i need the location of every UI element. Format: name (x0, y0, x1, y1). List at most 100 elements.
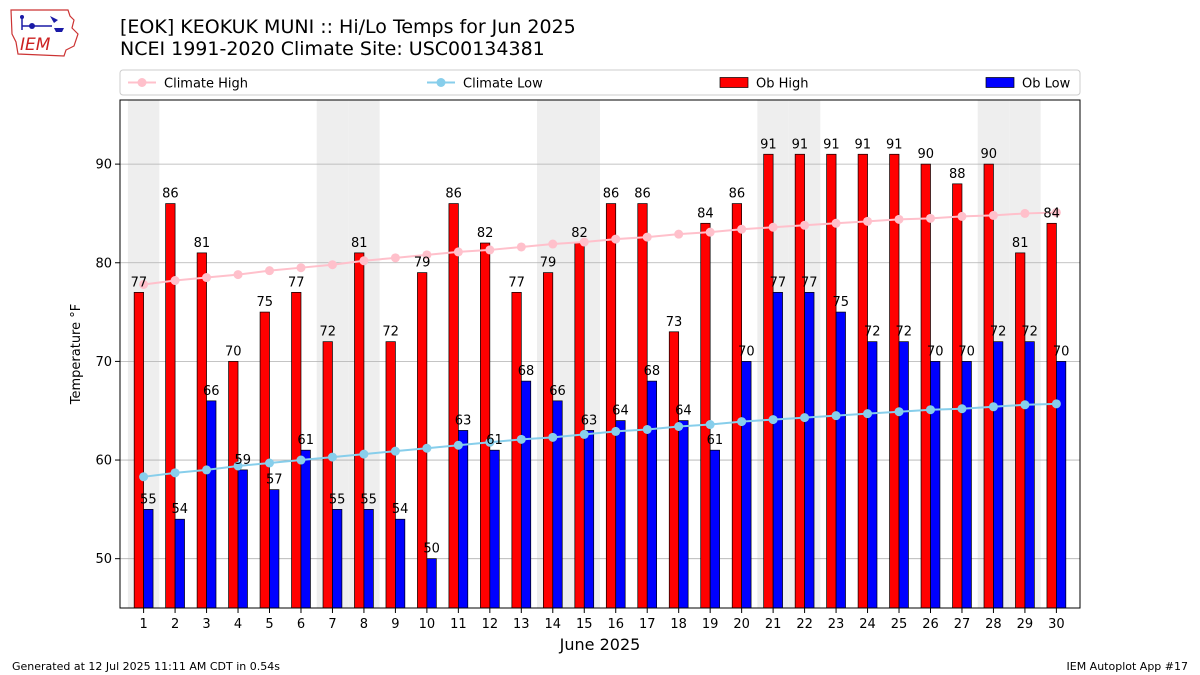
climate-low-point-16 (611, 426, 621, 436)
ob-low-label-20: 70 (738, 344, 755, 359)
climate-high-point-22 (800, 220, 810, 230)
x-tick-label-24: 24 (859, 617, 876, 632)
climate-low-point-4 (233, 461, 243, 471)
climate-high-point-25 (894, 214, 904, 224)
climate-low-point-27 (957, 404, 967, 414)
climate-high-point-29 (1020, 208, 1030, 218)
ob-low-bar-17 (646, 380, 658, 609)
x-tick-label-27: 27 (954, 617, 971, 632)
ob-high-label-15: 82 (571, 226, 588, 241)
data-labels: 77 86 81 70 75 77 72 81 72 79 86 82 77 79 82 86 86 73 84 86… (131, 137, 1070, 556)
climate-high-point-11 (453, 247, 463, 257)
ob-high-bar-4 (228, 361, 239, 609)
climate-high-point-5 (265, 266, 275, 276)
ob-low-bar-18 (678, 420, 689, 609)
x-tick-label-30: 30 (1048, 617, 1065, 632)
x-tick-label-21: 21 (765, 617, 782, 632)
ob-high-bar-3 (196, 252, 207, 609)
y-tick-label-90: 90 (95, 158, 112, 173)
ob-high-bar-29 (1015, 252, 1026, 609)
ob-low-bar-25 (898, 341, 909, 609)
climate-high-point-26 (925, 213, 935, 223)
x-tick-label-23: 23 (828, 617, 845, 632)
ob-high-label-5: 75 (257, 295, 274, 310)
legend-label-ob-low: Ob Low (1022, 77, 1071, 92)
climate-high-point-3 (202, 273, 212, 283)
climate-low-point-11 (453, 440, 463, 450)
ob-high-label-25: 91 (886, 137, 903, 152)
climate-high-point-1 (139, 279, 149, 289)
climate-low-point-29 (1020, 400, 1030, 410)
ob-low-label-7: 55 (329, 492, 346, 507)
x-axis-label: June 2025 (559, 635, 641, 654)
x-tick-label-25: 25 (891, 617, 908, 632)
climate-low-point-18 (674, 422, 684, 432)
ob-low-bar-5 (269, 489, 280, 609)
ob-high-label-18: 73 (666, 315, 683, 330)
climate-high-point-12 (485, 245, 495, 255)
x-tick-label-2: 2 (171, 617, 179, 632)
ob-high-bar-11 (448, 203, 459, 609)
ob-high-label-27: 88 (949, 167, 966, 182)
climate-low-point-23 (831, 411, 841, 421)
gridlines (120, 163, 1080, 560)
ob-low-bar-16 (615, 420, 626, 609)
climate-high-point-7 (327, 260, 337, 270)
climate-high-point-2 (170, 276, 180, 286)
ob-low-label-11: 63 (455, 413, 472, 428)
ob-high-bar-10 (417, 272, 428, 609)
ob-high-label-8: 81 (351, 236, 368, 251)
x-tick-label-22: 22 (796, 617, 813, 632)
x-tick-label-10: 10 (419, 617, 436, 632)
climate-high-point-17 (642, 232, 652, 242)
climate-high-point-27 (957, 211, 967, 221)
x-tick-label-6: 6 (297, 617, 305, 632)
ob-low-bar-10 (426, 558, 437, 609)
ob-high-bar-18 (668, 331, 680, 609)
ob-low-bar-1 (143, 509, 154, 609)
climate-high-point-8 (359, 256, 369, 266)
ob-low-label-10: 50 (423, 542, 440, 557)
climate-high-point-4 (233, 270, 243, 280)
climate-low-point-22 (800, 413, 810, 423)
x-tick-label-9: 9 (391, 617, 399, 632)
ob-high-label-29: 81 (1012, 236, 1029, 251)
climate-low-point-6 (296, 455, 306, 465)
ob-low-label-12: 61 (486, 433, 503, 448)
ob-high-bar-12 (480, 242, 491, 609)
ob-low-label-2: 54 (172, 502, 189, 517)
ob-high-label-3: 81 (194, 236, 211, 251)
app-credit: IEM Autoplot App #17 (1066, 660, 1189, 673)
ob-high-label-14: 79 (540, 256, 557, 271)
legend-frame (119, 69, 1081, 96)
climate-high-point-19 (705, 227, 715, 237)
ob-high-label-19: 84 (697, 206, 714, 221)
ob-high-bar-2 (165, 203, 176, 609)
chart-title: [EOK] KEOKUK MUNI :: Hi/Lo Temps for Jun… (120, 16, 576, 60)
legend-label-climate-low: Climate Low (463, 77, 543, 92)
x-tick-label-16: 16 (607, 617, 624, 632)
ob-low-label-26: 70 (927, 344, 944, 359)
climate-low-point-1 (139, 472, 149, 482)
ob-high-label-24: 91 (855, 137, 872, 152)
ob-low-label-4: 59 (234, 453, 251, 468)
ob-low-bar-30 (1056, 361, 1067, 609)
legend: Climate High Climate Low Ob High Ob Low (119, 69, 1081, 96)
climate-low-point-24 (863, 409, 873, 419)
ob-high-label-16: 86 (603, 187, 620, 202)
climate-high-point-18 (674, 229, 684, 239)
ob-high-bar-21 (763, 153, 774, 609)
ob-low-bar-13 (520, 380, 532, 609)
climate-high-point-21 (768, 222, 778, 232)
climate-high-point-30 (1051, 207, 1061, 217)
ob-low-label-9: 54 (392, 502, 409, 517)
x-tick-label-14: 14 (545, 617, 562, 632)
x-tick-label-19: 19 (702, 617, 719, 632)
ob-high-label-30: 84 (1043, 206, 1060, 221)
ob-high-bar-17 (637, 203, 648, 609)
ob-low-bar-21 (772, 291, 783, 609)
y-tick-label-80: 80 (95, 256, 112, 271)
ob-low-bar-3 (206, 400, 217, 609)
climate-low-point-20 (737, 417, 747, 427)
ob-low-label-30: 70 (1053, 344, 1070, 359)
